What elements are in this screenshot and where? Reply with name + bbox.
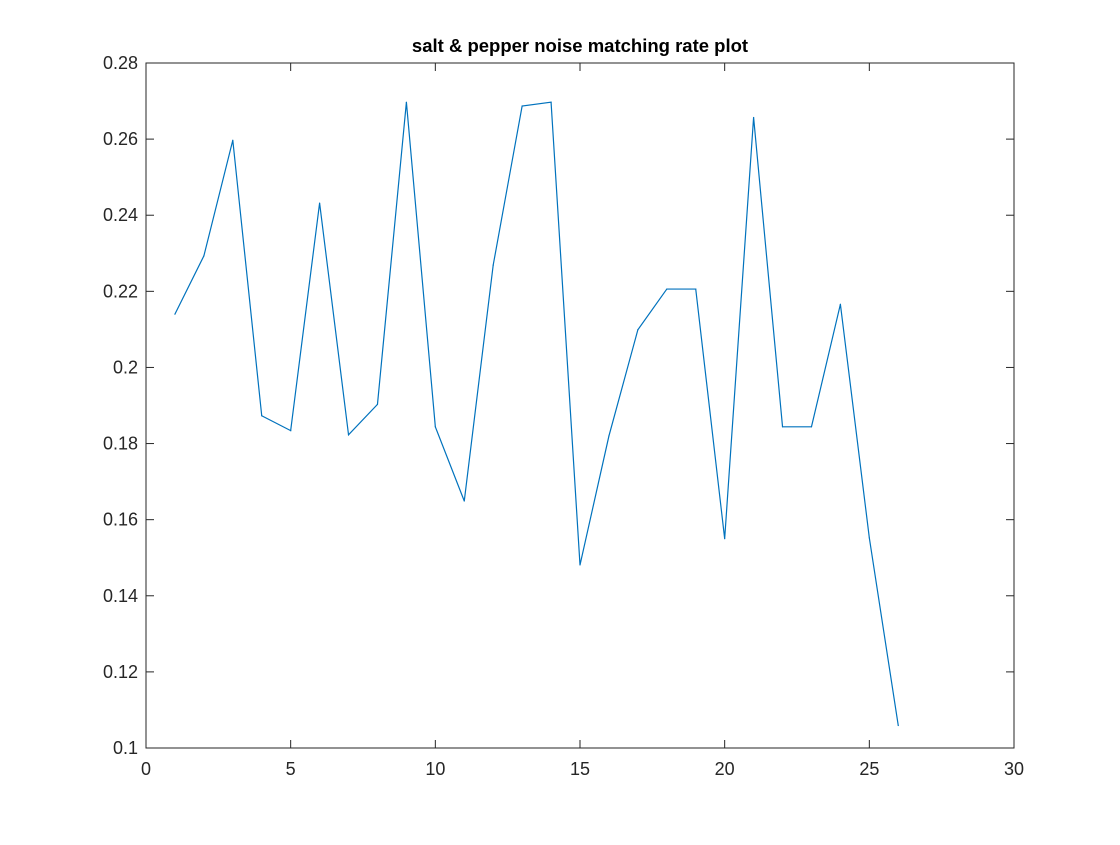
data-point: [608, 435, 610, 437]
data-point: [637, 329, 639, 331]
data-point: [174, 313, 176, 315]
data-point: [810, 426, 813, 428]
y-tick-label: 0.18: [103, 434, 138, 454]
x-tick-label: 15: [570, 759, 590, 779]
data-point: [695, 288, 697, 290]
y-tick-label: 0.24: [103, 205, 138, 225]
plot-area: [174, 101, 899, 727]
data-point: [290, 430, 292, 432]
y-tick-label: 0.26: [103, 129, 138, 149]
x-tick-label: 5: [286, 759, 296, 779]
series-line: [174, 101, 899, 726]
y-axis: 0.1 0.12 0.14 0.16 0.18 0.2 0.22 0.24 0.26 0.28: [103, 53, 1014, 758]
y-tick-label: 0.12: [103, 662, 138, 682]
data-point: [550, 101, 552, 103]
data-point: [319, 202, 321, 204]
data-point: [347, 434, 350, 436]
data-point: [376, 403, 379, 405]
data-point: [868, 537, 870, 539]
data-point: [463, 500, 465, 502]
x-tick-label: 0: [141, 759, 151, 779]
data-point: [203, 255, 205, 257]
x-tick-label: 30: [1004, 759, 1024, 779]
data-point: [579, 564, 581, 566]
y-tick-label: 0.1: [113, 738, 138, 758]
data-point: [405, 101, 407, 103]
x-tick-label: 10: [425, 759, 445, 779]
data-point: [521, 105, 523, 107]
y-tick-label: 0.28: [103, 53, 138, 73]
data-point: [724, 538, 726, 540]
x-axis: 0 5 10 15 20 25 30: [141, 63, 1024, 779]
data-point: [232, 139, 234, 141]
data-point: [781, 426, 784, 428]
y-tick-label: 0.14: [103, 586, 138, 606]
x-tick-label: 20: [715, 759, 735, 779]
chart-title: salt & pepper noise matching rate plot: [412, 35, 748, 56]
axes-box: [145, 62, 1015, 749]
data-point: [839, 303, 842, 305]
data-point: [666, 288, 668, 290]
data-point: [897, 724, 899, 727]
y-tick-label: 0.16: [103, 510, 138, 530]
y-tick-label: 0.22: [103, 281, 138, 301]
data-point: [753, 116, 755, 119]
x-tick-label: 25: [859, 759, 879, 779]
data-point: [261, 415, 263, 417]
data-point: [434, 426, 436, 428]
y-tick-label: 0.2: [113, 357, 138, 377]
data-point: [492, 264, 494, 266]
